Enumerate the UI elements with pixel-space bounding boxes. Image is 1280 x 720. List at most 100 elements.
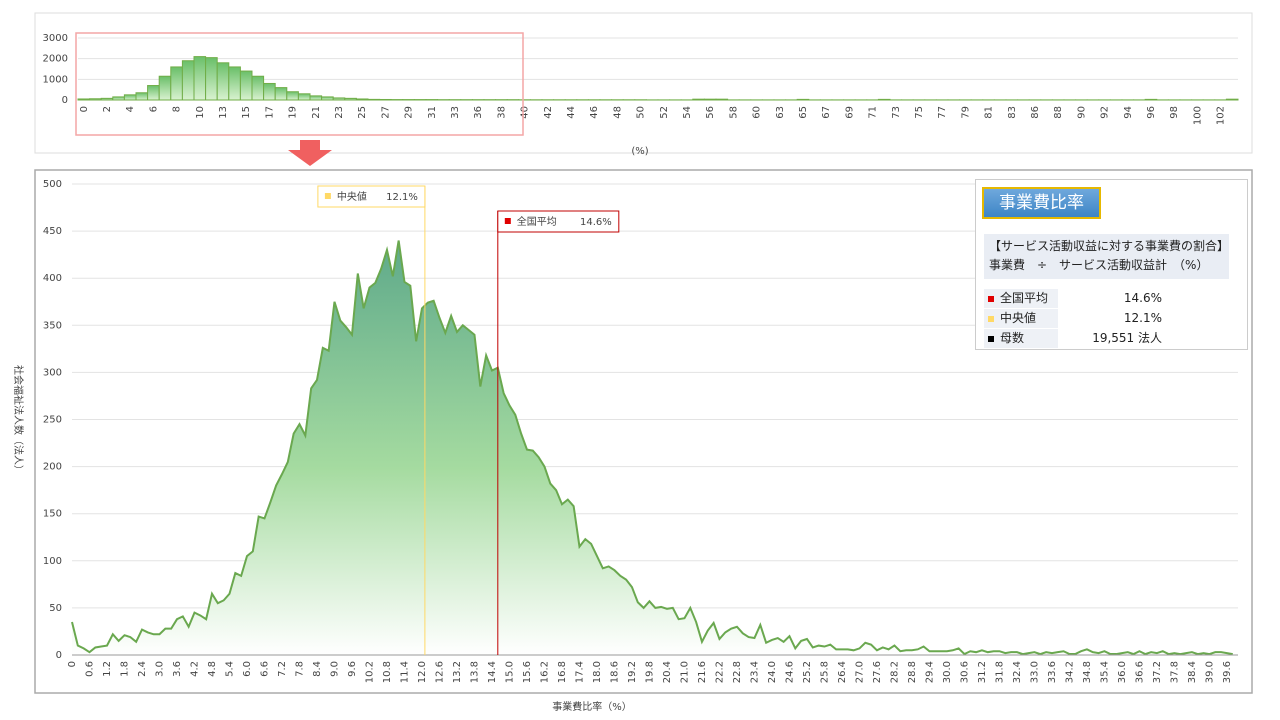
x-tick-label: 60 [752, 106, 763, 119]
x-tick-label: 21.6 [697, 661, 708, 683]
x-tick-label: 38 [496, 106, 507, 119]
row-name-text: 中央値 [1000, 311, 1037, 325]
row-value: 14.6% [1123, 291, 1162, 305]
x-tick-label: 13 [218, 106, 229, 119]
y-tick-label: 150 [43, 509, 62, 520]
y-tick-label: 350 [43, 320, 62, 331]
reference-name: 中央値 [337, 190, 367, 203]
row-value: 19,551 法人 [1092, 331, 1162, 345]
x-tick-label: 52 [659, 106, 670, 119]
row-marker [988, 335, 994, 342]
reference-value: 14.6% [580, 217, 612, 228]
bar [877, 98, 891, 101]
x-tick-label: 37.8 [1169, 661, 1180, 683]
x-tick-label: 58 [728, 106, 739, 119]
x-tick-label: 10.8 [382, 661, 393, 683]
selection-box[interactable] [75, 32, 524, 136]
panel-row: 中央値 12.1% [984, 309, 1237, 328]
x-tick-label: 30.6 [959, 661, 970, 683]
y-tick-label: 200 [43, 462, 62, 473]
x-tick-label: 21.0 [679, 661, 690, 683]
panel-description: 【サービス活動収益に対する事業費の割合】 事業費 ÷ サービス活動収益計 （%） [984, 234, 1229, 279]
y-tick-label: 250 [43, 415, 62, 426]
x-tick-label: 18.6 [609, 661, 620, 683]
x-tick-label: 67 [821, 106, 832, 119]
bar [692, 98, 705, 101]
x-tick-label: 29.4 [924, 661, 935, 683]
x-tick-label: 31.8 [994, 661, 1005, 683]
x-tick-label: 36 [473, 106, 484, 119]
x-tick-label: 77 [937, 106, 948, 119]
x-axis-label: 事業費比率（%） [552, 700, 632, 713]
zoom-arrow [288, 140, 332, 166]
x-tick-label: 96 [1146, 106, 1157, 119]
y-tick-label: 400 [43, 273, 62, 284]
x-tick-label: 3.6 [172, 661, 183, 677]
x-tick-label: 18.0 [592, 661, 603, 683]
x-tick-label: 102 [1216, 106, 1227, 125]
x-tick-label: 20.4 [662, 661, 673, 683]
y-tick-label: 3000 [43, 33, 68, 44]
bar [355, 98, 369, 101]
x-tick-label: 14.4 [487, 661, 498, 683]
x-tick-label: 71 [868, 106, 879, 119]
x-tick-label: 69 [844, 106, 855, 119]
x-tick-label: 73 [891, 106, 902, 119]
y-tick-label: 100 [43, 556, 62, 567]
bar [112, 96, 125, 101]
x-tick-label: 25.2 [802, 661, 813, 683]
bar [321, 96, 334, 101]
x-tick-label: 31.2 [977, 661, 988, 683]
x-tick-label: 42 [543, 106, 554, 119]
x-tick-label: 4 [125, 106, 136, 112]
x-tick-label: 16.8 [557, 661, 568, 683]
bar [309, 95, 323, 101]
reference-marker [504, 218, 511, 224]
reference-name: 全国平均 [517, 215, 557, 228]
bar [77, 98, 91, 101]
reference-value: 12.1% [386, 192, 418, 203]
x-tick-label: 28.2 [889, 661, 900, 683]
x-tick-label: 94 [1123, 106, 1134, 119]
x-tick-label: 25 [357, 106, 368, 119]
x-tick-label: 100 [1192, 106, 1203, 125]
x-tick-label: 16.2 [539, 661, 550, 683]
panel-row: 全国平均 14.6% [984, 289, 1237, 308]
line [71, 240, 1233, 656]
x-tick-label: 15 [241, 106, 252, 119]
x-tick-label: 0 [67, 661, 78, 667]
row-marker [988, 315, 994, 322]
x-tick-label: 54 [682, 106, 693, 119]
x-tick-label: 35.4 [1099, 661, 1110, 683]
x-tick-label: 23.4 [749, 661, 760, 683]
reference-label-box [497, 210, 620, 233]
panel-title: 事業費比率 [982, 187, 1101, 219]
x-tick-label: 12.6 [434, 661, 445, 683]
x-tick-label: 19.8 [644, 661, 655, 683]
x-tick-label: 40 [520, 106, 531, 119]
x-tick-label: 27.6 [872, 661, 883, 683]
x-tick-label: 13.2 [452, 661, 463, 683]
x-tick-label: 7.8 [294, 661, 305, 677]
bar [251, 75, 265, 101]
x-tick-label: 44 [566, 106, 577, 119]
x-tick-label: 81 [984, 106, 995, 119]
x-tick-label: 8 [172, 106, 183, 112]
x-tick-label: 63 [775, 106, 786, 119]
x-tick-label: 22.8 [732, 661, 743, 683]
x-tick-label: 17.4 [574, 661, 585, 683]
bar [158, 75, 172, 101]
x-tick-label: 1.2 [102, 661, 113, 677]
y-tick-label: 0 [56, 650, 62, 661]
bar [379, 98, 392, 101]
bar [123, 94, 137, 101]
x-tick-label: 8.4 [312, 661, 323, 677]
x-tick-label: 39.0 [1204, 661, 1215, 683]
x-tick-label: 6.6 [259, 661, 270, 677]
x-tick-label: 1.8 [119, 661, 130, 677]
x-tick-label: 22.2 [714, 661, 725, 683]
row-name: 母数 [984, 329, 1058, 348]
x-tick-label: 2 [102, 106, 113, 112]
